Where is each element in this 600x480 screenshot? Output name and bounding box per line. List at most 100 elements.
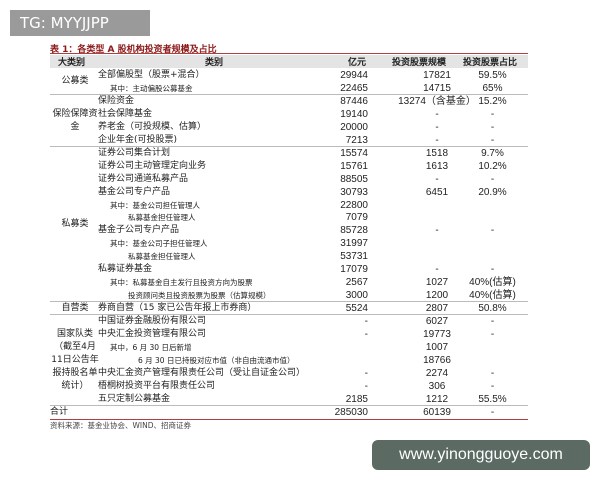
row-stock-scale: 2274 — [425, 367, 449, 379]
row-stock-ratio: - — [490, 108, 495, 120]
row-stock-ratio: 9.7% — [481, 147, 504, 159]
table-bottom-rule — [50, 418, 528, 420]
row-stock-ratio: 50.8% — [478, 303, 507, 315]
row-amount: 15761 — [340, 160, 368, 172]
top-watermark: TG: MYYJJPP — [10, 10, 150, 36]
row-category: 其中：主动偏股公募基金 — [110, 83, 193, 93]
row-amount: 19140 — [340, 108, 368, 120]
row-stock-scale: 13274（含基金） — [398, 95, 476, 107]
row-stock-ratio: - — [490, 367, 495, 379]
group-label: 公募类 — [61, 76, 89, 87]
group-label: 国家队类（截至4月11日公告年报持股名单统计） — [51, 328, 99, 391]
row-stock-scale: 14715 — [423, 82, 451, 94]
header-major-category: 大类别 — [58, 58, 86, 68]
row-category: 其中：私募基金自主发行且投资方向为股票 — [110, 278, 253, 288]
row-stock-scale: 6027 — [425, 316, 449, 328]
row-stock-scale: 1007 — [425, 341, 449, 353]
row-amount: 20000 — [340, 121, 368, 133]
row-amount: 88505 — [340, 173, 368, 185]
row-amount: 31997 — [340, 238, 368, 250]
row-stock-scale: 19773 — [423, 329, 451, 340]
total-divider — [50, 404, 528, 406]
row-category: 中国证券金融股份有限公司 — [98, 316, 207, 327]
group-divider — [50, 314, 528, 316]
row-category: 其中：基金公司担任管理人 — [110, 200, 200, 210]
row-category: 证券公司通道私募产品 — [98, 173, 189, 184]
row-category: 证券公司主动管理定向业务 — [98, 160, 207, 171]
row-category: 中央汇金资产管理有限责任公司（受让自证金公司） — [98, 367, 306, 378]
row-stock-scale: 1613 — [425, 160, 449, 172]
row-stock-ratio: - — [490, 134, 495, 146]
row-stock-scale: - — [435, 134, 439, 146]
source-note: 资料来源：基金业协会、WIND、招商证券 — [50, 421, 192, 430]
row-amount: - — [364, 316, 368, 328]
row-stock-scale: 1027 — [425, 277, 449, 289]
row-category: 私募证券基金 — [98, 264, 153, 275]
group-label: 自营类 — [61, 303, 89, 314]
row-stock-ratio: - — [490, 225, 495, 237]
total-stock-scale: 60139 — [423, 406, 451, 418]
row-stock-ratio: 15.2% — [478, 95, 507, 107]
row-category: 券商自营（15 家已公告年报上市券商） — [98, 303, 257, 314]
row-amount: - — [364, 380, 368, 392]
row-category: 企业年金(可投股票) — [98, 134, 178, 145]
total-label: 合计 — [50, 406, 69, 417]
row-stock-scale: - — [435, 225, 439, 237]
row-category: 社会保障基金 — [98, 108, 153, 119]
group-divider — [50, 301, 528, 303]
row-stock-scale: - — [435, 108, 439, 120]
row-category: 投资顾问类且投资股票为股票（估算规模） — [128, 291, 271, 301]
row-category: 保险资金 — [98, 95, 135, 106]
header-stock-scale: 投资股票规模 — [392, 58, 447, 68]
row-stock-ratio: 59.5% — [478, 70, 507, 81]
row-stock-ratio: - — [490, 329, 495, 340]
row-stock-scale: 17821 — [423, 70, 451, 81]
row-amount: 30793 — [340, 186, 368, 198]
table-title: 表 1：各类型 A 股机构投资者规模及占比 — [50, 45, 217, 55]
row-category: 基金公司专户产品 — [98, 186, 171, 197]
row-amount: 2185 — [345, 393, 368, 405]
row-stock-ratio: - — [490, 380, 495, 392]
row-stock-scale: 306 — [428, 380, 446, 392]
table-top-rule — [50, 53, 528, 54]
row-amount: 17079 — [340, 264, 368, 276]
row-stock-scale: 2807 — [425, 303, 449, 315]
row-stock-scale: 18766 — [423, 354, 451, 366]
row-stock-scale: - — [435, 264, 439, 276]
row-amount: 29944 — [340, 70, 368, 81]
row-stock-ratio: - — [490, 173, 495, 185]
table-header: 大类别 类别 亿元 投资股票规模 投资股票占比 — [50, 55, 528, 68]
row-amount: 15574 — [340, 147, 368, 159]
row-stock-scale: 1518 — [425, 147, 449, 159]
header-category: 类别 — [205, 58, 224, 68]
row-stock-ratio: 40%(估算) — [469, 290, 516, 302]
row-stock-ratio: 40%(估算) — [469, 277, 516, 289]
row-category: 基金子公司专户产品 — [98, 225, 180, 236]
group-label: 私募类 — [61, 218, 89, 229]
row-stock-ratio: 10.2% — [478, 160, 507, 172]
row-category: 五只定制公募基金 — [98, 393, 171, 404]
row-stock-ratio: - — [490, 316, 495, 328]
row-amount: 85728 — [340, 225, 368, 237]
row-category: 全部偏股型（股票+混合） — [98, 70, 205, 80]
row-amount: 22800 — [340, 199, 368, 211]
row-amount: 53731 — [340, 251, 368, 263]
row-category: 私募基金担任管理人 — [128, 213, 196, 223]
row-stock-scale: 1200 — [425, 290, 449, 302]
row-category: 私募基金担任管理人 — [128, 252, 196, 262]
row-stock-ratio: 65% — [482, 82, 503, 94]
bottom-watermark: www.yinongguoye.com — [372, 440, 590, 470]
group-divider — [50, 145, 528, 147]
total-stock-ratio: - — [490, 406, 495, 418]
row-stock-scale: 1212 — [425, 393, 449, 405]
row-stock-ratio: - — [490, 121, 495, 133]
row-amount: 7079 — [345, 212, 368, 224]
row-amount: 2567 — [345, 277, 368, 289]
header-amount: 亿元 — [348, 58, 367, 68]
group-divider — [50, 93, 528, 95]
row-amount: 87446 — [340, 95, 368, 107]
row-stock-scale: - — [435, 173, 439, 185]
row-amount: 22465 — [340, 82, 368, 94]
row-category: 其中，6 月 30 日后新增 — [110, 342, 192, 352]
row-category: 梧桐树投资平台有限责任公司 — [98, 380, 216, 391]
